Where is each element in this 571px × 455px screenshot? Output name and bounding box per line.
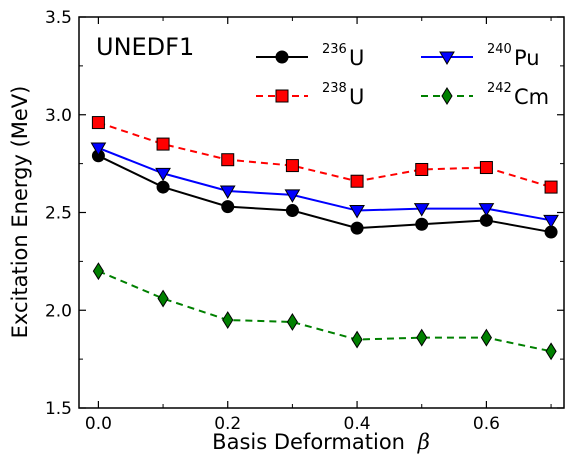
series-layer: [90, 116, 559, 361]
x-axis-label: Basis Deformation β: [212, 430, 430, 454]
series-line: [98, 121, 552, 189]
legend-entry: 240 Pu: [421, 42, 540, 70]
data-point: [349, 205, 365, 219]
x-axis-label-symbol: β: [417, 430, 430, 454]
x-tick-label: 0.6: [473, 414, 500, 434]
legend-entry: 242 Cm: [421, 81, 549, 109]
y-tick-label: 3.5: [45, 8, 72, 28]
data-point: [155, 167, 171, 182]
legend-mass-number: 238: [322, 81, 347, 96]
data-point: [543, 214, 559, 229]
data-point: [350, 174, 364, 188]
legend-marker: [441, 87, 453, 105]
data-point: [415, 217, 429, 231]
y-axis-label: Excitation Energy (MeV): [8, 86, 32, 339]
data-point: [156, 180, 170, 194]
series-pu240: [90, 142, 559, 229]
data-point: [91, 116, 105, 130]
axis-ticks: 0.0 0.2 0.4 0.6 1.5 2.0 2.5 3.0 3.5: [45, 8, 564, 434]
data-point: [350, 221, 364, 235]
data-point: [92, 262, 104, 281]
legend-element: Cm: [514, 85, 549, 109]
series-u238: [91, 116, 558, 194]
data-point: [285, 159, 299, 173]
chart-annotation: UNEDF1: [96, 33, 194, 61]
legend-mass-number: 242: [487, 81, 512, 96]
y-tick-label: 1.5: [45, 399, 72, 419]
x-tick-label: 0.4: [344, 414, 371, 434]
series-line: [98, 270, 552, 353]
data-point: [544, 180, 558, 194]
data-point: [480, 328, 492, 347]
legend-marker: [275, 50, 289, 64]
legend-element: U: [349, 46, 364, 70]
data-point: [221, 153, 235, 167]
data-point: [284, 189, 301, 203]
legend-entry: 238 U: [256, 81, 364, 109]
data-point: [286, 313, 298, 331]
data-point: [416, 328, 428, 347]
y-tick-label: 2.0: [45, 301, 72, 321]
data-point: [156, 137, 170, 151]
series-line: [97, 154, 552, 234]
legend-mass-number: 240: [487, 42, 512, 57]
data-point: [545, 342, 557, 361]
series-cm242: [92, 262, 557, 361]
legend-entry: 236 U: [256, 42, 364, 70]
data-point: [221, 200, 235, 214]
series-u236: [91, 149, 558, 239]
data-point: [478, 203, 495, 217]
data-point: [351, 330, 363, 349]
data-point: [285, 204, 299, 218]
data-point: [90, 142, 107, 156]
legend-marker: [439, 51, 455, 65]
x-tick-label: 0.0: [85, 414, 112, 434]
data-point: [157, 289, 169, 308]
legend-marker: [275, 89, 289, 103]
x-tick-label: 0.2: [214, 414, 241, 434]
data-point: [413, 203, 430, 217]
y-tick-label: 2.5: [45, 204, 72, 224]
plot-frame: [78, 16, 565, 409]
legend-element: U: [349, 85, 364, 109]
legend-mass-number: 236: [322, 42, 347, 57]
y-tick-label: 3.0: [45, 106, 72, 126]
data-point: [222, 311, 234, 329]
data-point: [479, 161, 493, 175]
x-axis-label-text: Basis Deformation: [212, 430, 405, 454]
series-line: [98, 147, 552, 222]
legend-element: Pu: [514, 46, 540, 70]
data-point: [415, 162, 429, 176]
data-point: [219, 185, 236, 199]
